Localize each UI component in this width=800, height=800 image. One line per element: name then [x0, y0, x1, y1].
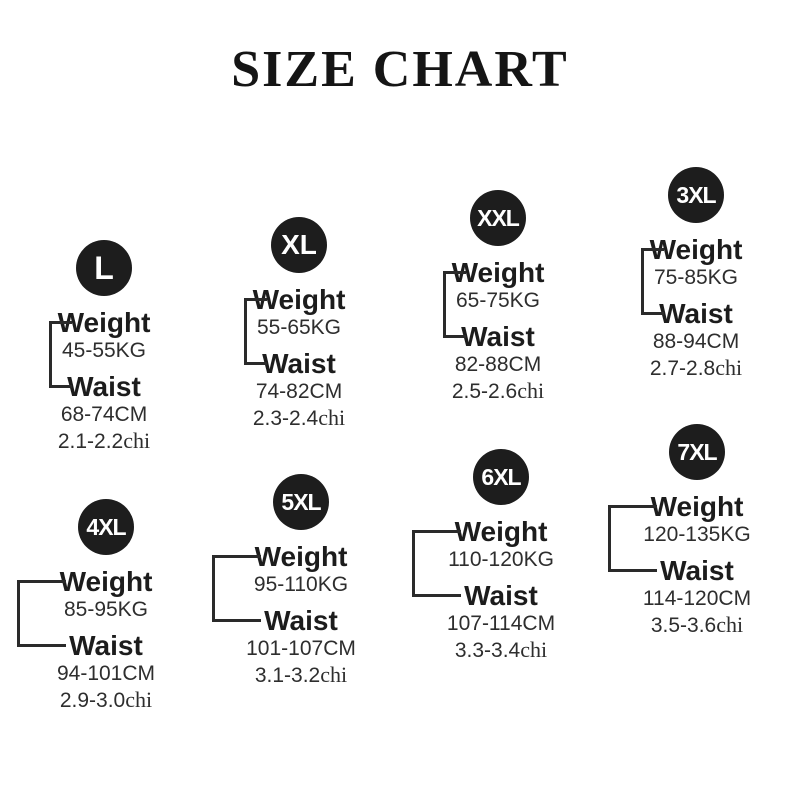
- bracket-icon: [212, 555, 261, 622]
- size-badge: 5XL: [273, 474, 329, 530]
- weight-value: 95-110KG: [253, 573, 349, 596]
- size-entry-3xl: 3XL Weight 75-85KG Waist 88-94CM 2.7-2.8…: [601, 167, 791, 382]
- bracket-icon: [608, 505, 657, 572]
- waist-chi-value: 2.5-2.6: [451, 380, 518, 403]
- waist-chi-line: 2.9-3.0chi: [11, 687, 201, 714]
- waist-cm-value: 74-82CM: [255, 380, 343, 403]
- size-entry-4xl: 4XL Weight 85-95KG Waist 94-101CM 2.9-3.…: [11, 499, 201, 714]
- size-entry-5xl: 5XL Weight 95-110KG Waist 101-107CM 3.1-…: [206, 474, 396, 689]
- size-badge: 3XL: [668, 167, 724, 223]
- chi-unit: chi: [715, 355, 743, 380]
- waist-chi-value: 3.1-3.2: [254, 664, 321, 687]
- size-label: 5XL: [281, 488, 321, 515]
- waist-cm-value: 68-74CM: [60, 403, 148, 426]
- size-entry-l: L Weight 45-55KG Waist 68-74CM 2.1-2.2ch…: [9, 240, 199, 455]
- waist-chi-value: 3.3-3.4: [454, 639, 521, 662]
- weight-value: 45-55KG: [61, 339, 147, 362]
- size-label: 3XL: [676, 181, 716, 208]
- waist-chi-value: 2.7-2.8: [649, 357, 716, 380]
- size-badge: XL: [271, 217, 327, 273]
- waist-chi-line: 2.5-2.6chi: [403, 378, 593, 405]
- size-badge: 6XL: [473, 449, 529, 505]
- chi-unit: chi: [320, 662, 348, 687]
- bracket-icon: [17, 580, 66, 647]
- weight-value: 85-95KG: [63, 598, 149, 621]
- size-label: XL: [281, 229, 317, 260]
- bracket-icon: [49, 321, 72, 388]
- weight-label: Weight: [59, 566, 153, 597]
- waist-label: Waist: [69, 630, 143, 661]
- size-entry-xl: XL Weight 55-65KG Waist 74-82CM 2.3-2.4c…: [204, 217, 394, 432]
- waist-chi-line: 3.3-3.4chi: [406, 637, 596, 664]
- weight-label: Weight: [57, 307, 151, 338]
- waist-cm-value: 94-101CM: [56, 662, 156, 685]
- waist-label: Waist: [262, 348, 336, 379]
- bracket-icon: [641, 248, 664, 315]
- waist-cm-value: 101-107CM: [246, 637, 356, 660]
- chi-unit: chi: [716, 612, 744, 637]
- waist-cm-value: 107-114CM: [446, 612, 556, 635]
- weight-label: Weight: [451, 257, 545, 288]
- waist-label: Waist: [67, 371, 141, 402]
- weight-value: 55-65KG: [256, 316, 342, 339]
- weight-value: 120-135KG: [643, 523, 751, 546]
- waist-chi-line: 2.3-2.4chi: [204, 405, 394, 432]
- bracket-icon: [443, 271, 466, 338]
- waist-chi-value: 2.1-2.2: [57, 430, 124, 453]
- waist-label: Waist: [264, 605, 338, 636]
- size-badge: L: [76, 240, 132, 296]
- chi-unit: chi: [125, 687, 153, 712]
- waist-label: Waist: [660, 555, 734, 586]
- size-entry-7xl: 7XL Weight 120-135KG Waist 114-120CM 3.5…: [602, 424, 792, 639]
- waist-label: Waist: [659, 298, 733, 329]
- waist-label: Waist: [461, 321, 535, 352]
- waist-chi-value: 3.5-3.6: [650, 614, 717, 637]
- waist-chi-line: 2.1-2.2chi: [9, 428, 199, 455]
- weight-label: Weight: [254, 541, 348, 572]
- chi-unit: chi: [123, 428, 151, 453]
- waist-chi-value: 2.3-2.4: [252, 407, 319, 430]
- chi-unit: chi: [318, 405, 346, 430]
- chi-unit: chi: [517, 378, 545, 403]
- size-label: 6XL: [481, 463, 521, 490]
- size-label: XXL: [477, 204, 520, 231]
- size-entry-xxl: XXL Weight 65-75KG Waist 82-88CM 2.5-2.6…: [403, 190, 593, 405]
- waist-cm-value: 82-88CM: [454, 353, 542, 376]
- weight-label: Weight: [454, 516, 548, 547]
- chi-unit: chi: [520, 637, 548, 662]
- weight-value: 110-120KG: [448, 548, 554, 571]
- bracket-icon: [244, 298, 267, 365]
- size-label: L: [94, 250, 114, 286]
- weight-value: 75-85KG: [653, 266, 739, 289]
- waist-chi-line: 3.1-3.2chi: [206, 662, 396, 689]
- weight-label: Weight: [650, 491, 744, 522]
- weight-label: Weight: [252, 284, 346, 315]
- waist-chi-line: 3.5-3.6chi: [602, 612, 792, 639]
- size-badge: 4XL: [78, 499, 134, 555]
- waist-chi-line: 2.7-2.8chi: [601, 355, 791, 382]
- page-title: SIZE CHART: [231, 41, 569, 98]
- waist-cm-value: 114-120CM: [642, 587, 752, 610]
- size-label: 7XL: [677, 438, 717, 465]
- waist-chi-value: 2.9-3.0: [59, 689, 126, 712]
- size-badge: 7XL: [669, 424, 725, 480]
- bracket-icon: [412, 530, 461, 597]
- waist-label: Waist: [464, 580, 538, 611]
- weight-label: Weight: [649, 234, 743, 265]
- weight-value: 65-75KG: [455, 289, 541, 312]
- waist-cm-value: 88-94CM: [652, 330, 740, 353]
- size-label: 4XL: [86, 513, 126, 540]
- size-badge: XXL: [470, 190, 526, 246]
- size-entry-6xl: 6XL Weight 110-120KG Waist 107-114CM 3.3…: [406, 449, 596, 664]
